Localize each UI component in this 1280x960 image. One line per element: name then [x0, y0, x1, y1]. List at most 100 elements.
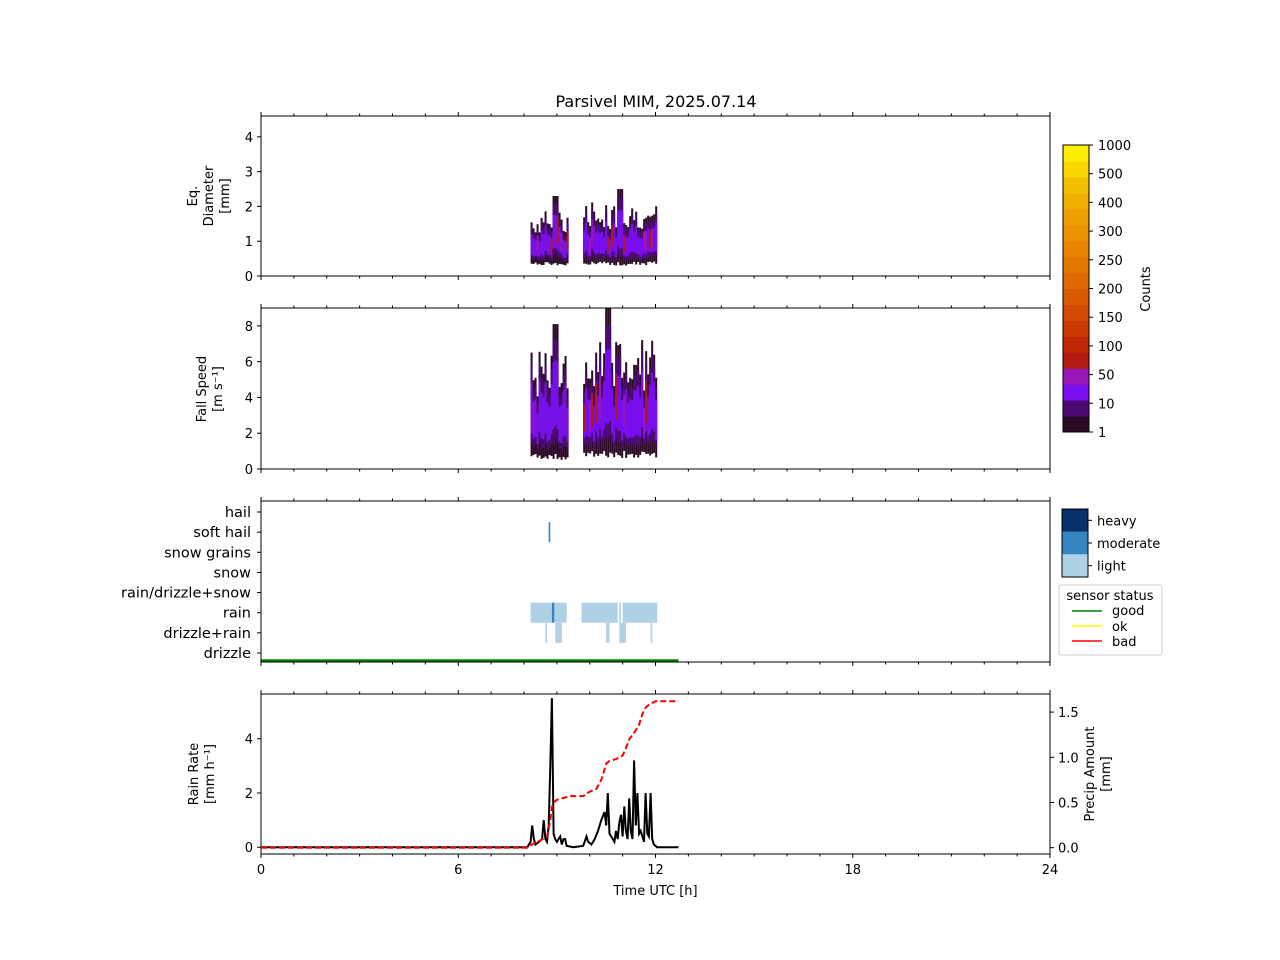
colorbar-tick-label: 10 [1098, 397, 1115, 412]
heat-cell [655, 222, 658, 252]
heat-cell [653, 227, 656, 252]
x-tick-label: 12 [647, 863, 664, 878]
heat-cell [546, 402, 549, 442]
heat-cell [560, 232, 563, 251]
category-label: drizzle+rain [163, 626, 251, 642]
heat-cell [651, 229, 654, 249]
heat-cell [585, 388, 588, 436]
y-axis-label: [mm] [218, 178, 233, 213]
sensor-status-legend: sensor status good ok bad [1058, 584, 1163, 656]
intensity-colorbar: light moderate heavy [1061, 508, 1160, 578]
colorbar-segment [1063, 145, 1089, 162]
precip-type-cell [555, 622, 562, 643]
precip-type-cell [530, 602, 567, 623]
colorbar-tick-label: 150 [1098, 311, 1123, 326]
heat-cell [611, 225, 614, 248]
precip-amount-line [261, 700, 679, 849]
gap [620, 602, 623, 623]
colorbar-segment [1063, 400, 1089, 417]
heat-cell [615, 237, 618, 258]
heat-cell [627, 402, 630, 439]
y-axis-label: Rain Rate [187, 743, 202, 806]
heat-cell [619, 210, 622, 249]
heat-cell [564, 384, 567, 437]
y-tick-label: 0 [245, 463, 253, 478]
heat-cell [544, 225, 547, 252]
heat-cell [591, 220, 594, 245]
colorbar-segment [1063, 256, 1089, 274]
heat-cell [629, 229, 632, 254]
heat-cell [560, 404, 563, 443]
colorbar-tick-label: 1 [1098, 426, 1106, 441]
heat-cell [556, 361, 559, 430]
legend-label-ok: ok [1112, 620, 1128, 635]
heat-cell [631, 223, 634, 252]
heat-cell [633, 231, 636, 253]
heat-cell [639, 397, 642, 438]
heat-cell [609, 238, 612, 258]
gap [573, 602, 575, 623]
heat-cell [552, 214, 555, 249]
category-label: soft hail [193, 525, 251, 541]
y-axis-label: Fall Speed [195, 356, 210, 422]
legend-frame [1058, 584, 1163, 656]
y-tick-label: 4 [245, 391, 253, 406]
chart-title: Parsivel MIM, 2025.07.14 [555, 92, 756, 111]
y2-tick-label: 1.0 [1058, 751, 1079, 766]
heat-cell [621, 210, 624, 249]
heat-cell [609, 348, 612, 421]
intensity-frame [1061, 508, 1089, 578]
colorbar-segment [1063, 224, 1089, 242]
category-label: snow [214, 565, 252, 581]
heat-cell [623, 235, 626, 253]
heat-cell [645, 231, 648, 251]
colorbar-tick-label: 400 [1098, 196, 1123, 211]
heat-cell [587, 399, 590, 437]
plot-frame [260, 500, 1051, 663]
y-tick-label: 1 [245, 235, 253, 250]
heat-cell [550, 383, 553, 434]
category-label: snow grains [164, 545, 251, 561]
colorbar-segment [1063, 368, 1089, 385]
colorbar-segment [1063, 352, 1089, 369]
x-tick-label: 24 [1042, 863, 1059, 878]
colorbar-segment [1063, 176, 1089, 194]
heat-cell [615, 375, 618, 420]
y2-tick-label: 1.5 [1058, 706, 1079, 721]
heat-cell [631, 400, 634, 438]
colorbar-segment [1063, 160, 1089, 178]
legend-label-bad: bad [1112, 635, 1136, 650]
colorbar-tick-label: 50 [1098, 369, 1115, 384]
heat-cell [562, 389, 565, 437]
heat-cell [562, 240, 565, 258]
heat-cell [603, 380, 606, 430]
heat-cell [548, 235, 551, 255]
heat-cell [589, 401, 592, 432]
y-tick-label: 0 [245, 841, 253, 856]
heat-cell [613, 222, 616, 253]
colorbar-segment [1063, 336, 1089, 353]
heat-cell [548, 406, 551, 441]
heat-cell [536, 413, 539, 445]
colorbar-tick-label: 200 [1098, 283, 1123, 298]
heat-cell [534, 240, 537, 256]
fall-speed-panel: 0 2 4 6 8 Fall Speed [m s⁻¹] [195, 304, 1051, 478]
colorbar-segment [1063, 320, 1089, 337]
heat-cell [619, 375, 622, 432]
heat-cell [597, 395, 600, 438]
intensity-label: moderate [1097, 537, 1160, 552]
precip-type-cell [581, 602, 658, 623]
heat-cell [558, 406, 561, 442]
heat-cell [558, 227, 561, 253]
colorbar-tick-label: 300 [1098, 225, 1123, 240]
heat-cell [530, 233, 533, 255]
heat-cell [593, 226, 596, 252]
colorbar-segment [1063, 272, 1089, 289]
heat-cell [603, 236, 606, 255]
heat-cell [532, 238, 535, 257]
intensity-swatch [1062, 509, 1088, 532]
heat-cell [639, 238, 642, 257]
heat-cell [625, 389, 628, 437]
heat-cell [566, 407, 569, 443]
